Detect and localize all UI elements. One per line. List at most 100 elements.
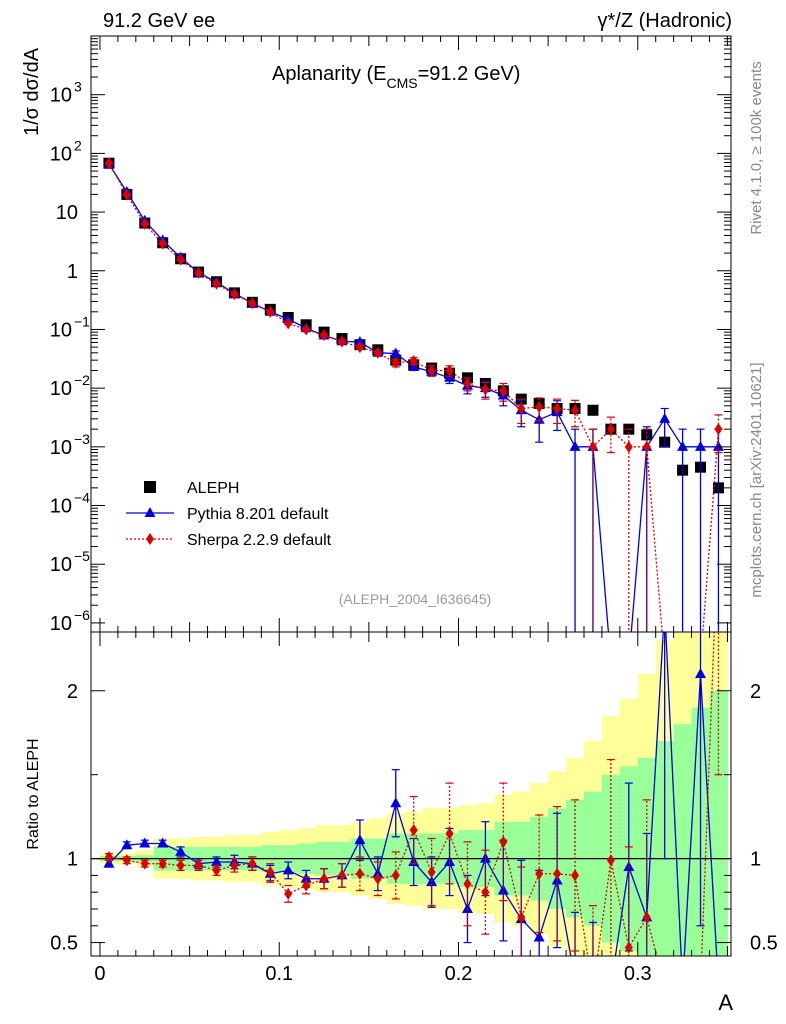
chart-title-subscript: CMS [387, 75, 418, 91]
ratio-frame [90, 631, 732, 957]
ratio-sherpa-point [463, 877, 472, 890]
legend-sherpa-label: Sherpa 2.2.9 default [187, 532, 332, 549]
sherpa-point [499, 384, 508, 397]
ratio-series-line [108, 632, 715, 956]
legend-pythia-label: Pythia 8.201 default [187, 506, 329, 523]
ratio-sherpa-point [266, 866, 275, 879]
ratio-sherpa-point [499, 835, 508, 848]
ratio-sherpa-point [517, 911, 526, 924]
x-tick-label: 0.3 [624, 963, 652, 985]
y-tick-label: 10 [50, 143, 72, 165]
ratio-pythia-point [570, 974, 581, 984]
sherpa-point [481, 383, 490, 396]
header-left-label: 91.2 GeV ee [103, 10, 215, 32]
ratio-sherpa-point [122, 854, 131, 867]
ratio-sherpa-point [606, 854, 615, 867]
sherpa-point [284, 317, 293, 330]
sherpa-point [642, 440, 651, 453]
sherpa-point [427, 364, 436, 377]
ratio-pythia-point [587, 984, 598, 994]
sherpa-point [391, 356, 400, 369]
sherpa-point [355, 341, 364, 354]
ratio-y-tick-label: 0.5 [50, 933, 78, 955]
x-tick-label: 0 [94, 963, 105, 985]
ratio-sherpa-point [302, 879, 311, 892]
ratio-pythia-point [372, 867, 384, 878]
ratio-sherpa-point [140, 857, 149, 870]
pythia-point [695, 440, 707, 451]
ratio-pythia-point [659, 601, 670, 611]
sherpa-point [230, 288, 239, 301]
stat-uncertainty-band [673, 724, 693, 956]
sherpa-point [104, 157, 113, 170]
ratio-y-tick-label: 2 [67, 681, 78, 703]
y-tick-label: 10 [50, 85, 72, 107]
pythia-point [444, 371, 456, 382]
ratio-sherpa-point [481, 886, 490, 899]
ratio-sherpa-point [553, 867, 562, 880]
ratio-pythia-point [623, 861, 635, 872]
chart-title-tail: =91.2 GeV) [418, 63, 521, 85]
sherpa-point [517, 402, 526, 415]
ratio-pythia-point [354, 834, 366, 845]
sherpa-point [212, 277, 221, 290]
sherpa-point [463, 377, 472, 390]
y-tick-exponent: −3 [74, 431, 90, 447]
sherpa-point [266, 305, 275, 318]
rivet-version-label: Rivet 4.1.0, ≥ 100k events [748, 61, 765, 234]
x-tick-label: 0.2 [445, 963, 473, 985]
legend-aleph-marker [144, 481, 156, 493]
chart-title-main: Aplanarity (E [272, 63, 387, 85]
ratio-sherpa-point [571, 869, 580, 882]
sherpa-point [409, 355, 418, 368]
pythia-point [659, 412, 671, 423]
sherpa-point [445, 364, 454, 377]
ratio-sherpa-point [642, 911, 651, 924]
y-tick-exponent: −4 [74, 490, 90, 506]
ratio-pythia-point [157, 837, 169, 848]
ratio-pythia-point [210, 855, 222, 866]
pythia-point [712, 440, 724, 451]
y-tick-label: 10 [50, 437, 72, 459]
ratio-sherpa-point [589, 984, 597, 996]
sherpa-point [248, 297, 257, 310]
y-tick-exponent: −1 [74, 313, 90, 329]
series-pythia [103, 157, 724, 632]
y-tick-exponent: −6 [74, 607, 90, 623]
y-tick-label: 10 [50, 613, 72, 635]
ratio-sherpa-point [158, 857, 167, 870]
ratio-sherpa-point [535, 867, 544, 880]
y-tick-exponent: −2 [74, 372, 90, 388]
ratio-sherpa-point [427, 866, 436, 879]
pythia-point [569, 440, 581, 451]
ratio-pythia-point [497, 884, 509, 895]
uncertainty-bands [99, 632, 728, 956]
chart-title: Aplanarity (ECMS=91.2 GeV) [272, 63, 520, 91]
ratio-y-axis-label: Ratio to ALEPH [25, 738, 42, 849]
ratio-sherpa-point [320, 872, 329, 885]
x-axis-label: A [718, 990, 733, 1015]
sherpa-point [553, 402, 562, 415]
y-tick-label: 1 [67, 261, 78, 283]
sherpa-point [606, 423, 615, 436]
ratio-pythia-point [282, 864, 294, 875]
ratio-panel: 0.5 0.5 1 1 2 2 0 0.1 0.2 0.3 Ratio to ALEPH A [25, 601, 778, 1015]
ratio-sherpa-point [230, 859, 239, 872]
ratio-sherpa-point [284, 887, 293, 900]
ratio-pythia-point [444, 855, 456, 866]
ratio-pythia-point [175, 845, 187, 856]
series-line [108, 162, 720, 632]
ratio-pythia-point [121, 839, 133, 850]
ratio-pythia-point [139, 837, 151, 848]
ratio-sherpa-point [355, 867, 364, 880]
ratio-sherpa-point [373, 872, 382, 885]
ratio-sherpa-point [409, 824, 418, 837]
series-sherpa [104, 157, 723, 632]
ratio-pythia-point [390, 797, 402, 808]
ratio-sherpa-point [248, 857, 257, 870]
ratio-sherpa-point [212, 864, 221, 877]
y-tick-exponent: −5 [74, 548, 90, 564]
series-line [108, 163, 719, 632]
